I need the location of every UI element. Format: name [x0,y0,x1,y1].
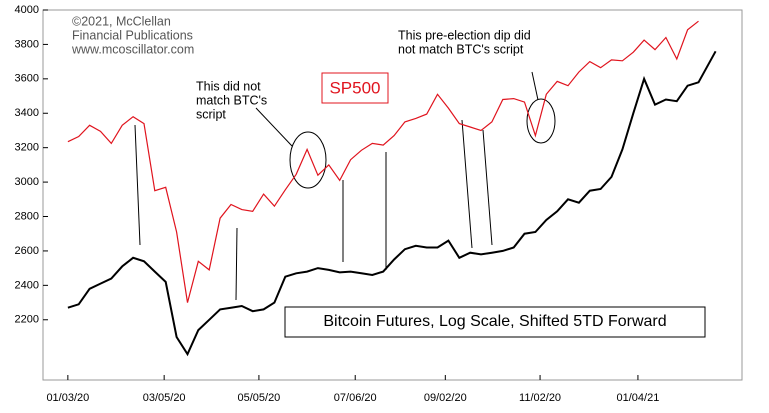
connector [235,227,238,301]
x-tick-label: 07/06/20 [334,392,377,404]
legend-label: SP500 [329,78,380,97]
legend-box [321,72,389,104]
annotation: Financial Publications [72,28,193,42]
y-tick-label: 3200 [15,142,39,154]
y-tick-label: 2400 [15,279,39,291]
annotation: This pre-election dip did [398,28,531,42]
series-line [67,20,699,303]
annotation: ©2021, McClellan [72,14,171,28]
annotation: not match BTC's script [398,42,524,56]
y-tick-label: 3800 [15,38,39,50]
y-tick-label: 3400 [15,107,39,119]
y-tick-label: 3000 [15,176,39,188]
annotation: www.mcoscillator.com [71,42,194,56]
chart-title: Bitcoin Futures, Log Scale, Shifted 5TD … [323,313,666,330]
connector [531,71,539,101]
y-tick-label: 4000 [15,4,39,16]
connectors [134,71,556,301]
series-line [67,50,717,357]
annotation: script [196,107,226,121]
x-tick-label: 03/05/20 [143,392,186,404]
y-tick-label: 2800 [15,210,39,222]
y-tick-label: 2600 [15,245,39,257]
title-box [284,306,706,338]
connector [134,124,141,246]
connector [482,129,493,246]
x-tick-label: 01/03/20 [46,392,89,404]
highlight-circle [526,98,556,144]
connector [255,107,293,147]
x-tick-label: 01/04/21 [617,392,660,404]
highlight-circle [289,131,327,189]
x-tick-label: 09/02/20 [424,392,467,404]
y-tick-label: 3600 [15,73,39,85]
annotation: match BTC's [196,93,267,107]
y-tick-label: 2200 [15,314,39,326]
connector [461,119,473,249]
annotation: This did not [196,79,261,93]
x-tick-label: 11/02/20 [519,392,561,404]
x-tick-label: 05/05/20 [237,392,280,404]
